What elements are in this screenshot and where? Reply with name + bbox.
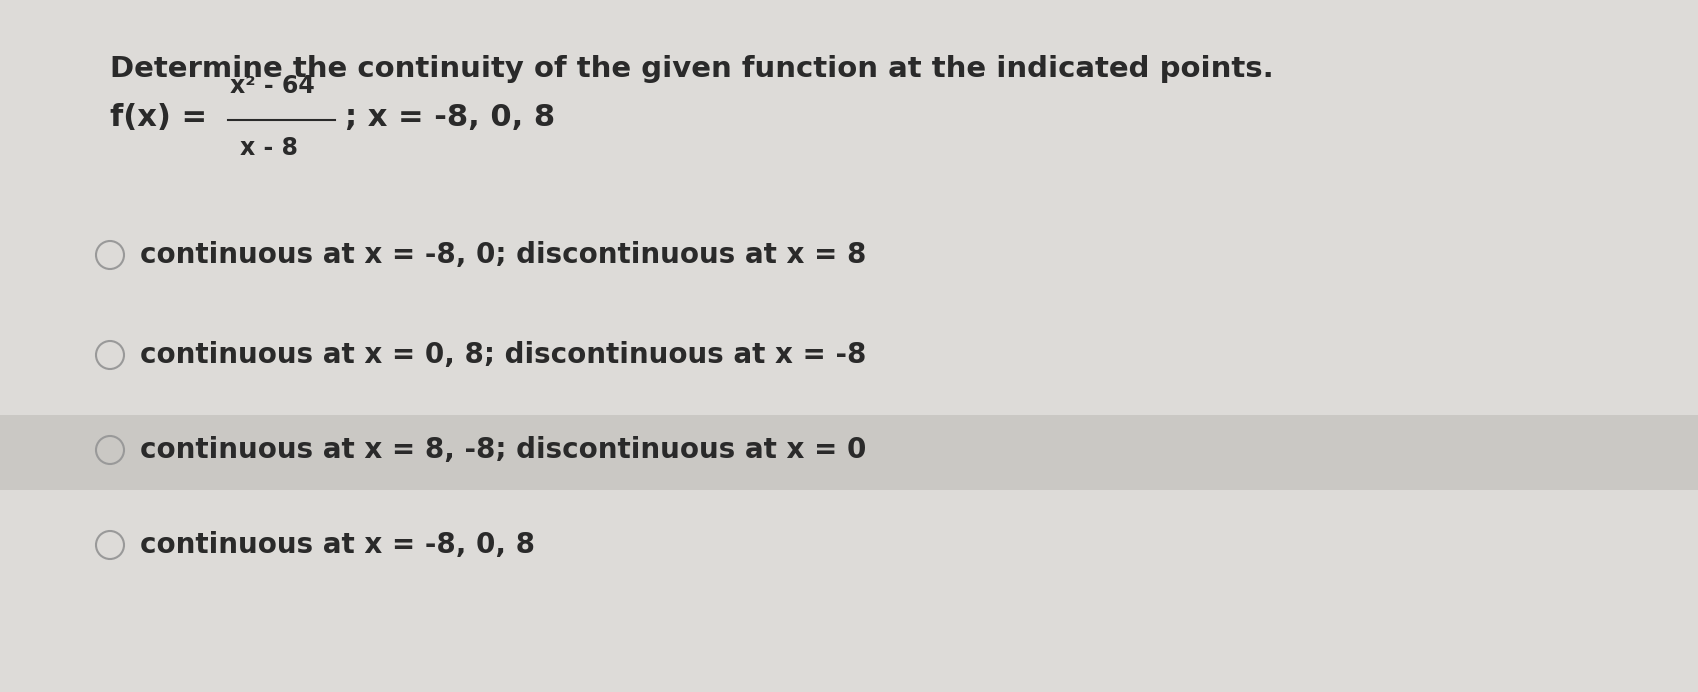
Text: continuous at x = 0, 8; discontinuous at x = -8: continuous at x = 0, 8; discontinuous at… (139, 341, 866, 369)
Text: continuous at x = -8, 0; discontinuous at x = 8: continuous at x = -8, 0; discontinuous a… (139, 241, 866, 269)
Bar (0, 415, 1698, 490)
Text: f(x) =: f(x) = (110, 104, 217, 132)
Text: x - 8: x - 8 (239, 136, 297, 160)
Text: continuous at x = -8, 0, 8: continuous at x = -8, 0, 8 (139, 531, 535, 559)
Text: ; x = -8, 0, 8: ; x = -8, 0, 8 (345, 104, 555, 132)
Text: continuous at x = 8, -8; discontinuous at x = 0: continuous at x = 8, -8; discontinuous a… (139, 436, 866, 464)
Text: x² - 64: x² - 64 (229, 74, 314, 98)
Text: Determine the continuity of the given function at the indicated points.: Determine the continuity of the given fu… (110, 55, 1274, 83)
